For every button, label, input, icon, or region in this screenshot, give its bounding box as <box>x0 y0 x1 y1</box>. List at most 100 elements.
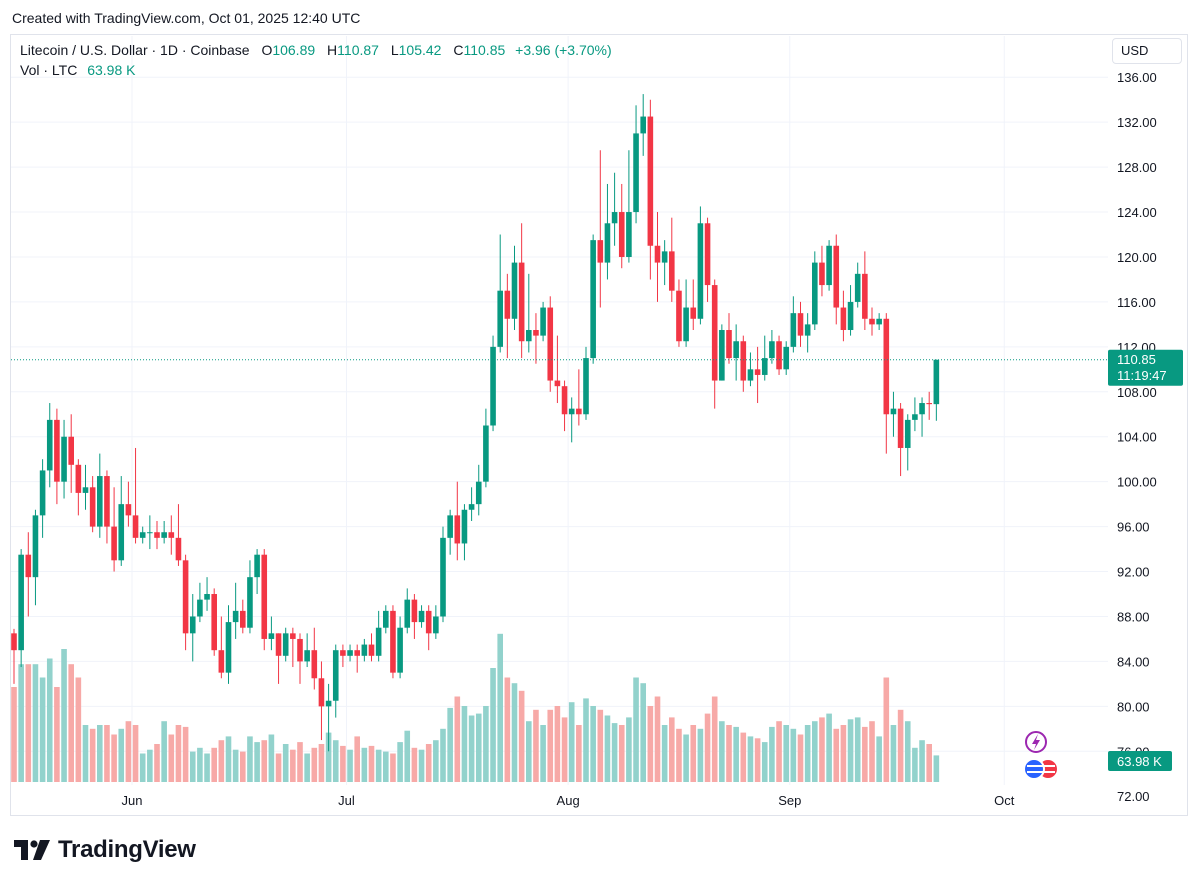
candle-body <box>733 341 739 359</box>
price-tick-label: 132.00 <box>1117 115 1157 130</box>
volume-bar <box>769 726 775 782</box>
volume-bar <box>704 713 711 782</box>
candle-body <box>633 133 639 213</box>
volume-bar <box>125 721 132 782</box>
created-with-caption: Created with TradingView.com, Oct 01, 20… <box>12 10 361 26</box>
candle-body <box>611 212 618 224</box>
volume-bar <box>475 713 482 782</box>
candle-body <box>461 509 468 544</box>
volume-bar <box>554 706 561 782</box>
lightning-icon <box>1032 734 1040 750</box>
volume-label[interactable]: Vol · LTC <box>20 62 78 78</box>
candle-body <box>719 330 725 381</box>
volume-bar <box>354 736 360 782</box>
candle-body <box>540 307 546 336</box>
currency-button[interactable]: USD <box>1112 38 1182 64</box>
candle-body <box>897 408 904 448</box>
candle-body <box>75 464 82 493</box>
volume-bar <box>854 717 861 782</box>
volume-bar <box>211 747 217 782</box>
candle-body <box>97 476 103 527</box>
candle-body <box>475 481 482 505</box>
volume-bar <box>604 715 611 782</box>
candle-body <box>747 369 754 381</box>
open-label: O <box>261 42 273 58</box>
candle-body <box>654 245 661 263</box>
volume-bar <box>311 747 318 782</box>
volume-bar <box>175 725 182 782</box>
candle-body <box>433 616 439 634</box>
volume-bar <box>740 732 747 782</box>
last-price-value: 110.85 <box>1117 352 1156 367</box>
price-tick-label: 100.00 <box>1117 475 1157 490</box>
chart-legend: Litecoin / U.S. Dollar · 1D · Coinbase O… <box>20 40 612 80</box>
volume-bar <box>754 738 761 782</box>
time-tick-label: Oct <box>994 793 1015 808</box>
volume-bar <box>240 751 246 782</box>
volume-bar <box>383 751 389 782</box>
price-axis: 136.00132.00128.00124.00120.00116.00112.… <box>1117 70 1157 804</box>
candle-body <box>783 346 789 370</box>
volume-bar <box>847 719 854 782</box>
volume-bar <box>254 742 260 782</box>
volume-bar <box>876 736 882 782</box>
high-value: 110.87 <box>337 42 379 58</box>
candle-body <box>46 419 53 471</box>
price-tick-label: 124.00 <box>1117 205 1157 220</box>
volume-bar <box>590 706 596 782</box>
volume-bar <box>132 725 139 782</box>
candle-body <box>797 313 804 336</box>
candle-body <box>554 380 561 387</box>
candle-body <box>404 599 411 628</box>
candle-body <box>375 627 382 656</box>
change-value: +3.96 (+3.70%) <box>515 42 612 58</box>
candle-body <box>197 599 203 617</box>
candle-body <box>504 290 511 319</box>
candle-body <box>290 633 296 639</box>
candle-body <box>468 504 475 510</box>
price-tick-label: 104.00 <box>1117 430 1157 445</box>
candle-body <box>568 408 575 415</box>
volume-bar <box>654 696 661 782</box>
candle-body <box>118 504 125 561</box>
candle-body <box>669 251 675 291</box>
high-label: H <box>327 42 338 58</box>
candle-body <box>819 262 825 286</box>
candle-body <box>104 476 110 527</box>
volume-bar <box>626 717 632 782</box>
candle-body <box>82 487 89 493</box>
symbol-description[interactable]: Litecoin / U.S. Dollar · 1D · Coinbase <box>20 42 250 58</box>
candle-body <box>583 358 589 415</box>
volume-bar <box>25 664 32 782</box>
volume-bar <box>797 734 804 782</box>
time-tick-label: Sep <box>778 793 801 808</box>
candle-body <box>182 560 189 634</box>
candle-body <box>840 307 847 331</box>
price-tick-label: 108.00 <box>1117 385 1157 400</box>
candle-body <box>776 341 782 370</box>
candle-body <box>318 678 325 707</box>
candle-body <box>676 290 682 342</box>
candle-body <box>139 532 146 538</box>
candle-body <box>561 386 568 415</box>
candle-body <box>132 515 139 538</box>
candle-body <box>361 644 368 656</box>
candle-body <box>354 650 360 656</box>
chart-grid <box>11 36 1108 785</box>
chart-frame <box>10 34 1188 816</box>
volume-bar <box>669 717 675 782</box>
candle-body <box>833 245 840 308</box>
volume-bar <box>561 717 568 782</box>
candle-body <box>919 403 925 415</box>
volume-bar <box>304 753 310 782</box>
candle-body <box>711 285 718 381</box>
volume-bar <box>504 677 511 782</box>
candle-body <box>247 577 253 628</box>
volume-bar <box>290 749 296 782</box>
candle-body <box>390 610 396 673</box>
price-tick-label: 84.00 <box>1117 654 1150 669</box>
volume-bar <box>247 736 253 782</box>
price-tick-label: 136.00 <box>1117 70 1157 85</box>
